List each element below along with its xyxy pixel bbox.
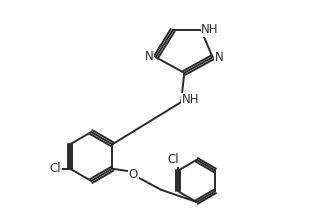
Text: NH: NH [201,23,219,36]
Text: O: O [129,168,138,180]
Text: Cl: Cl [167,153,179,166]
Text: NH: NH [182,93,199,106]
Text: N: N [215,51,224,64]
Text: N: N [145,50,154,63]
Text: Cl: Cl [50,162,61,175]
